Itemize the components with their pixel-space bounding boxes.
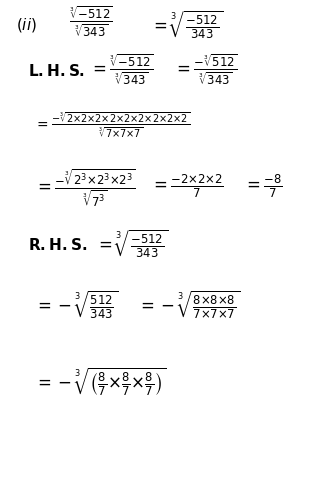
Text: $(ii)$: $(ii)$ bbox=[16, 16, 37, 34]
Text: $\frac{\sqrt[3]{-512}}{\sqrt[3]{343}}$: $\frac{\sqrt[3]{-512}}{\sqrt[3]{343}}$ bbox=[69, 4, 112, 39]
Text: $= \frac{-\sqrt[3]{2{\times}2{\times}2{\times}2{\times}2{\times}2{\times}2{\time: $= \frac{-\sqrt[3]{2{\times}2{\times}2{\… bbox=[34, 111, 191, 140]
Text: $\mathbf{R.H.S.}$: $\mathbf{R.H.S.}$ bbox=[28, 237, 87, 253]
Text: $= \frac{\sqrt[3]{-512}}{\sqrt[3]{343}}$: $= \frac{\sqrt[3]{-512}}{\sqrt[3]{343}}$ bbox=[89, 52, 153, 87]
Text: $\mathbf{L.H.S.}$: $\mathbf{L.H.S.}$ bbox=[28, 63, 85, 79]
Text: $= \frac{-8}{7}$: $= \frac{-8}{7}$ bbox=[243, 172, 283, 199]
Text: $= \frac{-\sqrt[3]{2^3{\times}2^3{\times}2^3}}{\sqrt[3]{7^3}}$: $= \frac{-\sqrt[3]{2^3{\times}2^3{\times… bbox=[34, 167, 136, 208]
Text: $= \frac{-2{\times}2{\times}2}{7}$: $= \frac{-2{\times}2{\times}2}{7}$ bbox=[150, 172, 224, 199]
Text: $= -\sqrt[3]{\frac{512}{343}}$: $= -\sqrt[3]{\frac{512}{343}}$ bbox=[34, 287, 119, 320]
Text: $= \sqrt[3]{\frac{-512}{343}}$: $= \sqrt[3]{\frac{-512}{343}}$ bbox=[150, 8, 223, 41]
Text: $= \sqrt[3]{\frac{-512}{343}}$: $= \sqrt[3]{\frac{-512}{343}}$ bbox=[95, 226, 168, 260]
Text: $= \frac{-\sqrt[3]{512}}{\sqrt[3]{343}}$: $= \frac{-\sqrt[3]{512}}{\sqrt[3]{343}}$ bbox=[173, 52, 237, 87]
Text: $= -\sqrt[3]{\frac{8{\times}8{\times}8}{7{\times}7{\times}7}}$: $= -\sqrt[3]{\frac{8{\times}8{\times}8}{… bbox=[137, 287, 241, 320]
Text: $= -\sqrt[3]{\left(\frac{8}{7}{\times}\frac{8}{7}{\times}\frac{8}{7}\right)}$: $= -\sqrt[3]{\left(\frac{8}{7}{\times}\f… bbox=[34, 364, 167, 397]
